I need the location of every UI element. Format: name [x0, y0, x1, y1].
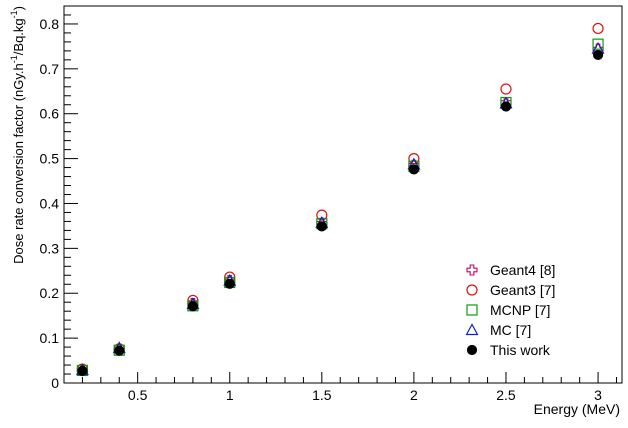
y-axis-title: Dose rate conversion factor (nGy.h-1/Bq.…: [9, 6, 26, 264]
x-tick-label: 1: [226, 387, 234, 403]
data-point: [500, 101, 512, 112]
y-tick-label: 0.1: [40, 330, 60, 346]
data-point: [316, 209, 328, 221]
y-tick-label: 0.4: [40, 195, 60, 211]
y-tick-label: 0.2: [40, 285, 60, 301]
legend-marker: [465, 323, 479, 336]
y-tick-label: 0.6: [40, 106, 60, 122]
legend-marker: [466, 344, 478, 356]
y-tick-label: 0.7: [40, 61, 60, 77]
y-tick-label: 0: [51, 375, 59, 391]
data-point: [316, 221, 327, 232]
y-axis-title-end: ): [11, 6, 26, 10]
x-axis-title: Energy (MeV): [534, 401, 620, 417]
x-tick-label: 3: [594, 387, 602, 403]
x-tick-label: 2: [410, 387, 418, 403]
data-point: [500, 83, 512, 95]
x-tick-label: 1.5: [312, 387, 332, 403]
legend-label: Geant3 [7]: [490, 282, 555, 298]
y-axis-title-main: Dose rate conversion factor (nGy.h: [11, 63, 26, 264]
x-tick-label: 2.5: [496, 387, 516, 403]
legend-label: MCNP [7]: [490, 302, 550, 318]
y-tick-label: 0.3: [40, 240, 60, 256]
legend-marker: [466, 304, 478, 316]
legend: Geant4 [8] Geant3 [7] MCNP [7] MC [7] This w…: [465, 262, 555, 358]
data-point: [408, 152, 420, 165]
data-point: [592, 38, 604, 50]
data-points: [75, 22, 605, 377]
y-tick-label: 0.8: [40, 16, 60, 32]
legend-marker: [466, 284, 478, 296]
plot-frame: [63, 5, 623, 384]
legend-label: MC [7]: [490, 322, 531, 338]
data-point: [224, 278, 235, 289]
data-point: [592, 22, 604, 35]
data-point: [114, 345, 125, 356]
x-tick-label: 0.5: [128, 387, 148, 403]
legend-label: Geant4 [8]: [490, 262, 555, 278]
y-axis-title-sup2: -1: [9, 10, 19, 18]
y-axis-title-sup1: -1: [9, 55, 19, 63]
data-point: [187, 301, 199, 312]
data-point: [592, 49, 604, 61]
axes: 0.5 1 1.5 2 2.5 3 0 0.1 0.2 0.3 0.4 0.5 0.6 0.7 0.8: [40, 5, 623, 403]
y-axis-title-mid: /Bq.kg: [11, 18, 26, 55]
data-point: [77, 365, 88, 376]
y-tick-label: 0.5: [40, 151, 60, 167]
legend-marker: [466, 264, 478, 276]
legend-label: This work: [490, 342, 551, 358]
data-point: [408, 164, 420, 175]
